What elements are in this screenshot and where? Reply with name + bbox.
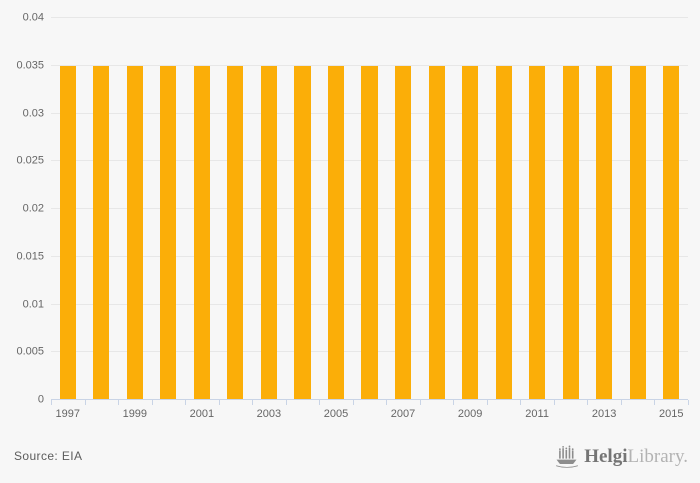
- gridline: [51, 17, 688, 18]
- bar-slot: [655, 18, 689, 400]
- bar-slot: [453, 18, 487, 400]
- x-axis-tick-label: 2013: [591, 408, 617, 420]
- bar-2002[interactable]: [227, 65, 244, 400]
- bar-slot: [588, 18, 622, 400]
- y-axis-tick-label: 0.02: [22, 202, 44, 215]
- y-axis-tick-label: 0.04: [22, 11, 44, 24]
- x-axis-tick: [688, 400, 689, 405]
- y-axis-tick-label: 0.015: [16, 250, 44, 263]
- x-axis-tick: [553, 400, 555, 405]
- x-axis-tick: [352, 400, 354, 405]
- x-axis-tick: [520, 400, 522, 405]
- x-axis-tick: [218, 400, 220, 405]
- bar-1998[interactable]: [93, 65, 110, 400]
- bar-slot: [185, 18, 219, 400]
- x-axis-tick-label: 2011: [525, 408, 549, 420]
- bar-slot: [286, 18, 320, 400]
- x-axis-tick: [386, 400, 388, 405]
- x-axis-tick-label: 1999: [122, 408, 148, 420]
- y-axis: 0 0.005 0.01 0.015 0.02 0.025 0.03 0.035 0.04: [0, 12, 44, 405]
- bar-slot: [319, 18, 353, 400]
- bar-slot: [386, 18, 420, 400]
- y-axis-tick-label: 0.035: [16, 59, 44, 72]
- bar-slot: [487, 18, 521, 400]
- bar-2001[interactable]: [193, 65, 210, 400]
- plot-area: [51, 17, 688, 400]
- x-axis-tick: [118, 400, 120, 405]
- logo-text-primary: Helgi: [584, 446, 628, 467]
- viking-ship-chart-icon: [556, 445, 579, 468]
- bar-slot: [252, 18, 286, 400]
- bar-2010[interactable]: [495, 65, 512, 400]
- y-axis-tick-label: 0: [37, 393, 44, 406]
- x-axis-labels: 1997 1999 2001 2003 2005 2007 2009 2011 2013 2015: [51, 408, 688, 422]
- x-axis-tick: [319, 400, 321, 405]
- x-axis-tick: [185, 400, 187, 405]
- x-axis-tick-label: 2007: [390, 408, 416, 420]
- x-axis-tick-label: 2003: [256, 408, 282, 420]
- bar-2005[interactable]: [327, 65, 345, 400]
- x-axis-tick-label: 1997: [55, 408, 80, 420]
- bars: [51, 18, 688, 400]
- bar-2015[interactable]: [663, 65, 680, 400]
- bar-slot: [520, 18, 554, 400]
- x-axis-tick: [587, 400, 589, 405]
- y-axis-tick-label: 0.03: [22, 107, 44, 119]
- bar-slot: [420, 18, 454, 400]
- y-axis-tick-label: 0.025: [16, 154, 44, 167]
- logo-text-secondary: Library.: [627, 446, 689, 467]
- bar-2008[interactable]: [428, 65, 445, 400]
- bar-slot: [85, 18, 119, 400]
- x-axis-ticks: [51, 400, 689, 406]
- bar-2006[interactable]: [361, 65, 378, 400]
- x-axis-tick: [453, 400, 455, 405]
- bar-slot: [621, 18, 655, 400]
- bar-1999[interactable]: [126, 65, 143, 400]
- x-axis-tick: [285, 400, 287, 405]
- bar-2014[interactable]: [629, 65, 646, 400]
- x-axis-tick: [620, 400, 622, 405]
- x-axis-tick: [419, 400, 421, 405]
- x-axis-tick-label: 2005: [323, 408, 349, 420]
- logo-text: HelgiLibrary.: [584, 445, 688, 469]
- x-axis-tick: [51, 400, 52, 405]
- bar-slot: [51, 18, 85, 400]
- y-axis-tick-label: 0.01: [22, 298, 44, 310]
- bar-2009[interactable]: [462, 65, 479, 400]
- x-axis-line: [51, 399, 688, 400]
- bar-2007[interactable]: [395, 65, 412, 400]
- bar-2011[interactable]: [529, 65, 546, 400]
- bar-slot: [219, 18, 253, 400]
- bar-slot: [118, 18, 152, 400]
- helgilibrary-logo[interactable]: HelgiLibrary.: [555, 445, 688, 469]
- bar-slot: [554, 18, 588, 400]
- x-axis-tick: [486, 400, 488, 405]
- x-axis-tick-label: 2009: [457, 408, 483, 420]
- x-axis-tick-label: 2015: [658, 408, 684, 420]
- x-axis-tick: [84, 400, 86, 405]
- bar-2012[interactable]: [562, 65, 579, 400]
- x-axis-tick-label: 2001: [189, 408, 215, 420]
- bar-2004[interactable]: [294, 65, 311, 400]
- x-axis-tick: [252, 400, 254, 405]
- y-axis-tick-label: 0.005: [16, 345, 44, 358]
- bar-slot: [152, 18, 186, 400]
- source-label: Source: EIA: [14, 449, 83, 463]
- x-axis-tick: [654, 400, 656, 405]
- bar-1997[interactable]: [59, 65, 76, 400]
- bar-2003[interactable]: [260, 65, 277, 400]
- bar-2000[interactable]: [160, 65, 177, 400]
- x-axis-tick: [151, 400, 153, 405]
- bar-slot: [353, 18, 387, 400]
- gridline: [51, 64, 688, 66]
- bar-2013[interactable]: [596, 65, 613, 400]
